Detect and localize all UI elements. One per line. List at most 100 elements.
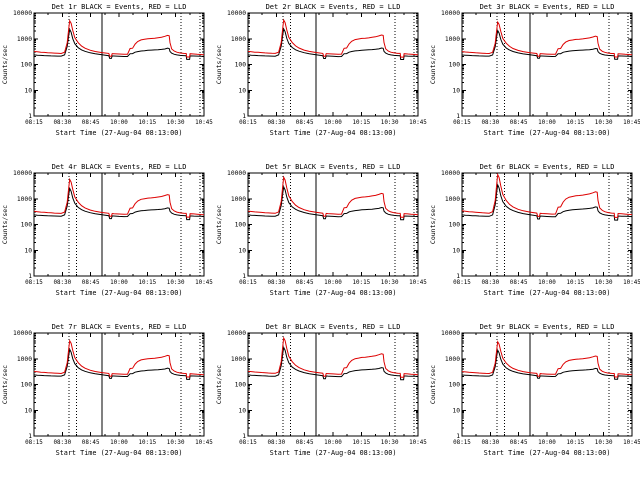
y-tick-label: 1 [242,113,246,120]
panel-title: Det 3r BLACK = Events, RED = LLD [480,3,615,11]
plot-frame [247,12,419,117]
x-tick-label: 08:30 [481,120,499,126]
y-axis-label: Counts/sec [429,205,437,244]
events-series [247,27,419,60]
y-tick-label: 1 [28,273,32,280]
chart-panel-det3: Det 3r BLACK = Events, RED = LLD 1 10 100 10… [428,0,640,160]
y-tick-label: 10 [24,87,32,94]
x-tick-label: 08:30 [53,120,71,126]
lld-series [461,20,633,58]
det-chart-svg: Det 1r BLACK = Events, RED = LLD 1 10 100 10… [1,3,213,137]
events-series [33,347,205,380]
y-tick-label: 1000 [17,36,32,43]
x-tick-label: 08:15 [453,440,471,446]
x-tick-label: 10:15 [352,440,370,446]
x-tick-label: 08:30 [267,440,285,446]
plot-frame [461,12,633,117]
x-tick-label: 10:30 [595,280,613,286]
y-tick-label: 1 [456,273,460,280]
panel-title: Det 2r BLACK = Events, RED = LLD [266,3,401,11]
panel-title: Det 6r BLACK = Events, RED = LLD [480,163,615,171]
y-tick-label: 1 [456,433,460,440]
plot-frame [33,172,205,277]
x-tick-label: 08:45 [296,280,314,286]
plot-frame [461,332,633,437]
x-axis-label: Start Time (27-Aug-04 08:13:00) [270,129,397,137]
chart-panel-det7: Det 7r BLACK = Events, RED = LLD 1 10 100 10… [0,320,214,480]
x-tick-label: 10:45 [623,440,640,446]
lld-series [247,175,419,218]
x-tick-label: 10:15 [352,120,370,126]
y-tick-label: 1000 [445,196,460,203]
det-chart-svg: Det 3r BLACK = Events, RED = LLD 1 10 100 10… [429,3,640,137]
x-tick-label: 10:00 [110,280,128,286]
panel-title: Det 4r BLACK = Events, RED = LLD [52,163,187,171]
y-tick-label: 1 [28,433,32,440]
y-tick-label: 10 [452,407,460,414]
chart-panel-det8: Det 8r BLACK = Events, RED = LLD 1 10 100 10… [214,320,428,480]
y-tick-label: 1000 [445,36,460,43]
chart-panel-det1: Det 1r BLACK = Events, RED = LLD 1 10 100 10… [0,0,214,160]
y-tick-label: 10000 [13,170,32,177]
x-tick-label: 10:45 [409,120,427,126]
x-tick-label: 08:30 [267,280,285,286]
x-tick-label: 10:15 [352,280,370,286]
y-tick-label: 1000 [231,36,246,43]
y-tick-label: 1 [456,113,460,120]
chart-panel-det2: Det 2r BLACK = Events, RED = LLD 1 10 100 10… [214,0,428,160]
panel-title: Det 8r BLACK = Events, RED = LLD [266,323,401,331]
chart-panel-det5: Det 5r BLACK = Events, RED = LLD 1 10 100 10… [214,160,428,320]
y-tick-label: 100 [21,222,33,229]
x-tick-label: 08:15 [25,280,43,286]
y-tick-label: 1000 [231,196,246,203]
det-chart-svg: Det 4r BLACK = Events, RED = LLD 1 10 100 10… [1,163,213,297]
y-axis-label: Counts/sec [1,365,9,404]
det-chart-svg: Det 9r BLACK = Events, RED = LLD 1 10 100 10… [429,323,640,457]
x-tick-label: 08:45 [82,280,100,286]
x-tick-label: 10:15 [566,280,584,286]
plot-frame [33,12,205,117]
events-series [461,182,633,221]
y-tick-label: 100 [235,382,247,389]
y-axis-label: Counts/sec [1,205,9,244]
lld-series [247,336,419,378]
y-tick-label: 100 [235,62,247,69]
lld-series [33,339,205,378]
y-axis-label: Counts/sec [1,45,9,84]
x-tick-label: 08:45 [510,120,528,126]
events-series [247,185,419,221]
x-axis-label: Start Time (27-Aug-04 08:13:00) [56,449,183,457]
chart-panel-det4: Det 4r BLACK = Events, RED = LLD 1 10 100 10… [0,160,214,320]
x-tick-label: 08:45 [510,440,528,446]
y-tick-label: 10000 [227,170,246,177]
panel-title: Det 5r BLACK = Events, RED = LLD [266,163,401,171]
x-tick-label: 10:45 [623,120,640,126]
y-tick-label: 10000 [13,330,32,337]
det-chart-svg: Det 5r BLACK = Events, RED = LLD 1 10 100 10… [215,163,427,297]
x-tick-label: 10:00 [110,440,128,446]
y-tick-label: 100 [235,222,247,229]
panel-title: Det 9r BLACK = Events, RED = LLD [480,323,615,331]
x-tick-label: 10:15 [138,280,156,286]
x-tick-label: 10:45 [195,280,213,286]
x-tick-label: 10:00 [538,120,556,126]
det-chart-svg: Det 6r BLACK = Events, RED = LLD 1 10 100 10… [429,163,640,297]
y-tick-label: 10000 [227,330,246,337]
chart-panel-det6: Det 6r BLACK = Events, RED = LLD 1 10 100 10… [428,160,640,320]
y-axis-label: Counts/sec [429,365,437,404]
y-tick-label: 1000 [231,356,246,363]
y-tick-label: 100 [21,382,33,389]
x-tick-label: 10:15 [566,440,584,446]
lld-series [33,177,205,218]
x-tick-label: 08:45 [296,120,314,126]
y-tick-label: 1 [242,433,246,440]
y-tick-label: 10000 [227,10,246,17]
x-tick-label: 10:00 [538,280,556,286]
x-tick-label: 08:30 [53,440,71,446]
y-axis-label: Counts/sec [215,365,223,404]
y-axis-label: Counts/sec [215,45,223,84]
y-tick-label: 10 [238,407,246,414]
x-tick-label: 08:30 [53,280,71,286]
x-axis-label: Start Time (27-Aug-04 08:13:00) [56,129,183,137]
